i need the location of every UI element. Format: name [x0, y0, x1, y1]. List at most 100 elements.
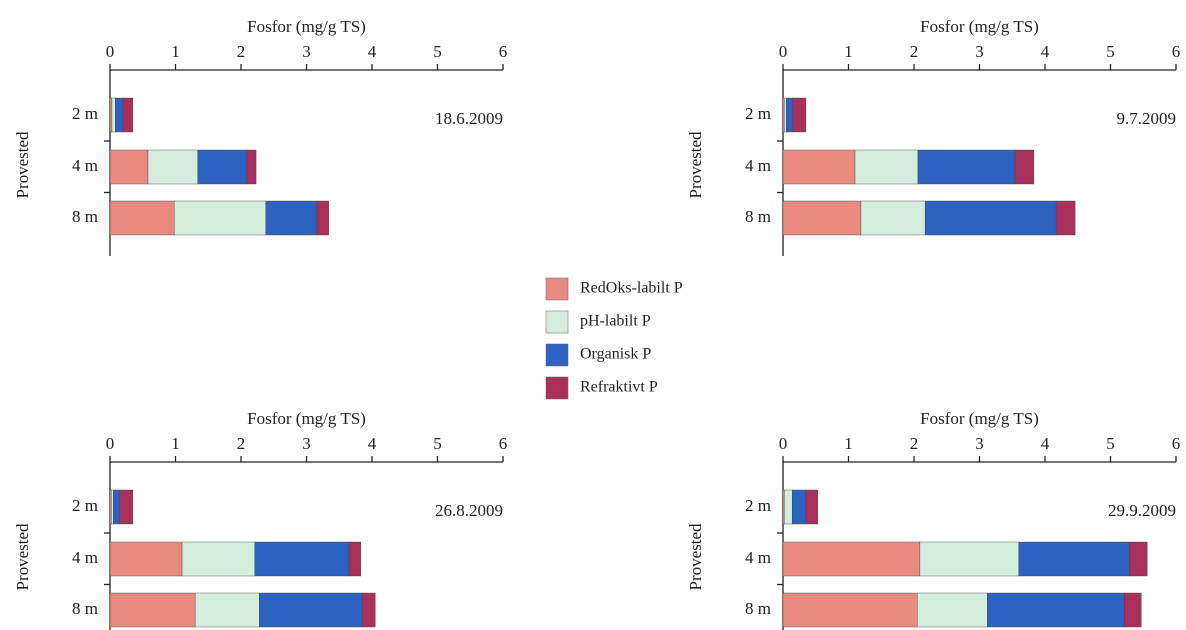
bar-segment: Refraktivt P	[1129, 541, 1148, 577]
y-tick-label: 8 m	[745, 207, 771, 226]
legend-label: Organisk P	[580, 346, 651, 363]
bar-segment: Refraktivt P	[1055, 200, 1076, 236]
axis-title: Fosfor (mg/g TS)	[247, 17, 366, 36]
y-axis-label: Provested	[13, 523, 32, 591]
x-tick-label: 1	[844, 42, 853, 61]
bar-segment: Organisk P	[791, 489, 807, 525]
bar-segment: Refraktivt P	[792, 97, 807, 133]
bar-segment: Organisk P	[115, 97, 124, 133]
bar-segment: pH-labilt P	[147, 149, 198, 185]
y-axis-label: Provested	[686, 523, 705, 591]
bar-segment: pH-labilt P	[860, 200, 926, 236]
x-tick-label: 5	[1106, 42, 1115, 61]
x-tick-label: 5	[433, 42, 442, 61]
y-tick-label: 8 m	[72, 207, 98, 226]
bar-segment: Refraktivt P	[805, 489, 818, 525]
legend-label: Refraktivt P	[580, 379, 658, 396]
bar-segment: Organisk P	[254, 541, 350, 577]
x-tick-label: 2	[237, 434, 246, 453]
bar-segment: Organisk P	[197, 149, 248, 185]
bar-segment: Refraktivt P	[246, 149, 257, 185]
bar-segment: RedOks-labilt P	[782, 592, 918, 628]
bar-segment: Organisk P	[1018, 541, 1130, 577]
x-tick-label: 2	[910, 434, 919, 453]
axis-title: Fosfor (mg/g TS)	[920, 17, 1039, 36]
bar-segment: pH-labilt P	[919, 541, 1020, 577]
axis-title: Fosfor (mg/g TS)	[247, 409, 366, 428]
bar-segment: Refraktivt P	[1124, 592, 1142, 628]
x-tick-label: 2	[237, 42, 246, 61]
x-tick-label: 0	[106, 42, 115, 61]
x-tick-label: 3	[302, 434, 311, 453]
annotation: 29.9.2009	[1108, 501, 1176, 520]
bar-segment: pH-labilt P	[111, 489, 114, 525]
x-tick-label: 3	[302, 42, 311, 61]
bar-segment: pH-labilt P	[784, 97, 787, 133]
bar-segment: RedOks-labilt P	[109, 592, 196, 628]
y-tick-label: 8 m	[72, 599, 98, 618]
legend-swatch	[545, 343, 569, 367]
bar-segment: Refraktivt P	[316, 200, 329, 236]
x-tick-label: 5	[433, 434, 442, 453]
x-tick-label: 4	[1041, 42, 1050, 61]
y-tick-label: 4 m	[745, 156, 771, 175]
y-axis-label: Provested	[686, 131, 705, 199]
x-tick-label: 5	[1106, 434, 1115, 453]
bar-segment: pH-labilt P	[854, 149, 919, 185]
bar-segment: Organisk P	[987, 592, 1125, 628]
x-tick-label: 3	[975, 42, 984, 61]
bar-segment: pH-labilt P	[111, 97, 116, 133]
x-tick-label: 3	[975, 434, 984, 453]
bar-segment: Refraktivt P	[348, 541, 362, 577]
bar-segment: Organisk P	[917, 149, 1016, 185]
bar-segment: Refraktivt P	[122, 97, 134, 133]
bar-segment: pH-labilt P	[181, 541, 255, 577]
x-tick-label: 0	[779, 434, 788, 453]
x-tick-label: 1	[171, 42, 180, 61]
x-tick-label: 1	[844, 434, 853, 453]
y-tick-label: 2 m	[72, 104, 98, 123]
legend-label: RedOks-labilt P	[580, 280, 683, 297]
bar-segment: Organisk P	[113, 489, 121, 525]
bar-segment: pH-labilt P	[784, 489, 793, 525]
y-tick-label: 2 m	[745, 104, 771, 123]
x-tick-label: 6	[1172, 42, 1181, 61]
bar-segment: Organisk P	[786, 97, 794, 133]
y-tick-label: 4 m	[72, 548, 98, 567]
y-tick-label: 4 m	[745, 548, 771, 567]
bar-segment: RedOks-labilt P	[109, 200, 175, 236]
bar-segment: Organisk P	[924, 200, 1057, 236]
annotation: 18.6.2009	[435, 109, 503, 128]
x-tick-label: 4	[1041, 434, 1050, 453]
legend-swatch	[545, 376, 569, 400]
x-tick-label: 6	[499, 42, 508, 61]
annotation: 26.8.2009	[435, 501, 503, 520]
bar-segment: Organisk P	[259, 592, 363, 628]
x-tick-label: 1	[171, 434, 180, 453]
y-tick-label: 8 m	[745, 599, 771, 618]
y-tick-label: 2 m	[745, 496, 771, 515]
y-axis-label: Provested	[13, 131, 32, 199]
bar-segment: RedOks-labilt P	[782, 541, 921, 577]
axis-title: Fosfor (mg/g TS)	[920, 409, 1039, 428]
bar-segment: RedOks-labilt P	[109, 149, 149, 185]
bar-segment: Refraktivt P	[119, 489, 134, 525]
bar-segment: pH-labilt P	[194, 592, 260, 628]
legend-label: pH-labilt P	[580, 313, 651, 330]
x-tick-label: 4	[368, 434, 377, 453]
y-tick-label: 4 m	[72, 156, 98, 175]
bar-segment: RedOks-labilt P	[109, 97, 113, 133]
bar-segment: RedOks-labilt P	[782, 149, 856, 185]
bar-segment: RedOks-labilt P	[782, 200, 862, 236]
x-tick-label: 4	[368, 42, 377, 61]
y-tick-label: 2 m	[72, 496, 98, 515]
legend-swatch	[545, 277, 569, 301]
bar-segment: Refraktivt P	[361, 592, 376, 628]
bar-segment: pH-labilt P	[173, 200, 267, 236]
bar-segment: RedOks-labilt P	[109, 541, 183, 577]
legend-swatch	[545, 310, 569, 334]
x-tick-label: 2	[910, 42, 919, 61]
x-tick-label: 0	[106, 434, 115, 453]
bar-segment: pH-labilt P	[917, 592, 988, 628]
